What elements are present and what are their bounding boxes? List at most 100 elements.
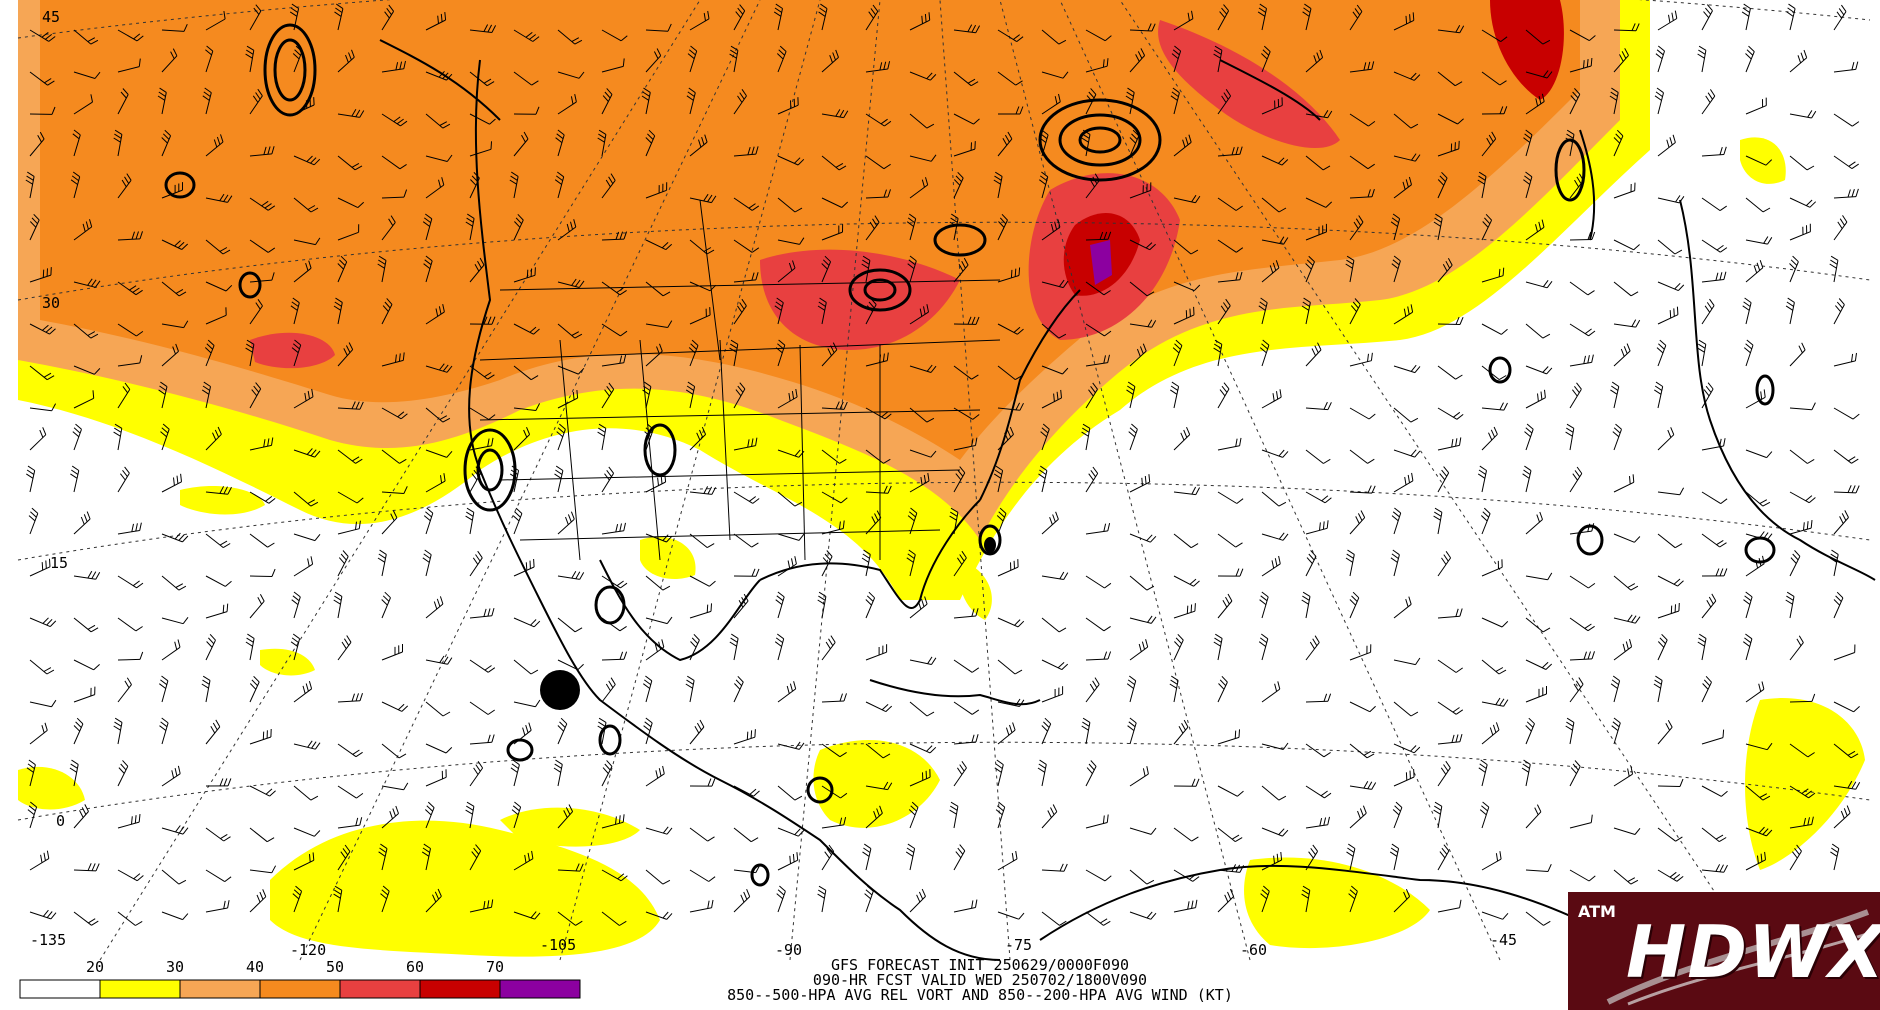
wind-barb: [337, 231, 359, 241]
wind-barb-flag: [1394, 507, 1402, 514]
wind-barb-flag: [378, 851, 386, 857]
wind-barb-flag: [1630, 585, 1639, 591]
wind-barb-flag: [514, 511, 521, 518]
wind-barb-flag: [334, 885, 343, 891]
wind-barb-flag: [1611, 381, 1620, 387]
wind-barb-flag: [382, 595, 390, 602]
wind-barb-flag: [1324, 792, 1332, 799]
wind-barb-flag: [707, 900, 710, 909]
wind-barb-flag: [359, 401, 364, 410]
wind-barb-flag: [827, 348, 832, 356]
wind-barb-flag: [1367, 781, 1373, 790]
wind-barb-flag: [931, 657, 937, 665]
wind-barb-flag: [1804, 790, 1812, 797]
wind-barb-flag: [1706, 599, 1712, 608]
wind-barb-flag: [126, 173, 132, 181]
wind-barb-flag: [227, 195, 233, 203]
wind-barb-flag: [1851, 458, 1859, 464]
wind-barb-flag: [473, 847, 480, 855]
wind-barb-flag: [1149, 243, 1156, 251]
wind-barb-flag: [750, 730, 753, 739]
wind-barb-flag: [574, 627, 583, 633]
wind-barb-flag: [1053, 393, 1055, 402]
wind-barb-flag: [880, 118, 888, 125]
wind-barb-flag: [1357, 810, 1361, 819]
wind-barb-flag: [1634, 827, 1641, 835]
wind-barb-flag: [82, 223, 86, 232]
wind-barb-flag: [1011, 852, 1014, 861]
wind-barb: [689, 281, 711, 292]
wind-barb-flag: [1477, 179, 1485, 185]
wind-barb-flag: [739, 382, 746, 390]
wind-barb-flag: [1613, 427, 1621, 434]
wind-barb-flag: [1521, 767, 1530, 773]
wind-barb-flag: [1410, 745, 1417, 752]
wind-barb-flag: [1848, 456, 1856, 462]
wind-barb-flag: [950, 801, 959, 807]
wind-barb-flag: [1009, 724, 1013, 733]
wind-barb: [1129, 281, 1148, 297]
wind-barb-flag: [1171, 675, 1179, 681]
wind-barb-flag: [1259, 301, 1267, 307]
wind-barb-flag: [1838, 8, 1845, 16]
wind-barb-flag: [443, 656, 449, 664]
wind-barb: [1305, 449, 1324, 464]
wind-barb-flag: [971, 734, 975, 743]
wind-barb-flag: [28, 759, 36, 766]
wind-barb-flag: [314, 830, 321, 837]
wind-barb-flag: [1723, 271, 1727, 280]
wind-barb-flag: [1801, 342, 1806, 351]
wind-barb-flag: [1674, 543, 1683, 549]
wind-barb-flag: [1723, 438, 1726, 447]
wind-barb: [117, 362, 140, 367]
wind-barb-flag: [1367, 485, 1372, 494]
wind-barb-flag: [820, 3, 828, 10]
wind-barb-flag: [691, 339, 699, 346]
wind-barb-flag: [1019, 106, 1024, 115]
wind-barb-flag: [1715, 834, 1724, 840]
wind-barb-flag: [1323, 458, 1331, 464]
wind-barb-flag: [998, 801, 1006, 808]
wind-barb-flag: [555, 469, 563, 475]
wind-barb: [1613, 239, 1634, 251]
wind-barb-flag: [1192, 876, 1200, 882]
wind-barb-flag: [741, 298, 747, 307]
wind-barb-flag: [1805, 199, 1813, 206]
wind-barb-flag: [27, 763, 35, 770]
wind-barb-flag: [1526, 423, 1534, 430]
wind-barb-flag: [487, 316, 492, 325]
wind-barb-flag: [701, 426, 707, 435]
wind-barb-flag: [662, 585, 671, 591]
wind-barb-flag: [1225, 298, 1231, 306]
wind-barb-flag: [1831, 847, 1839, 853]
wind-barb-flag: [491, 25, 497, 33]
wind-barb-flag: [1223, 92, 1229, 100]
wind-barb-flag: [472, 557, 479, 565]
wind-barb-flag: [970, 81, 979, 87]
wind-barb-flag: [1501, 621, 1509, 628]
wind-barb-flag: [1588, 330, 1596, 337]
wind-barb: [381, 785, 404, 791]
legend-tick-70: 70: [486, 958, 504, 976]
wind-barb-flag: [1278, 157, 1285, 164]
wind-barb-flag: [839, 458, 847, 464]
wind-barb-flag: [1353, 221, 1359, 229]
wind-barb-flag: [1854, 352, 1857, 361]
wind-barb-flag: [1050, 223, 1054, 232]
wind-barb-flag: [868, 11, 874, 19]
wind-barb-flag: [121, 179, 127, 188]
wind-barb-flag: [1063, 572, 1069, 580]
wind-barb-flag: [1502, 267, 1505, 276]
wind-barb-flag: [579, 863, 584, 872]
wind-barb-flag: [426, 805, 434, 812]
wind-barb-flag: [87, 331, 96, 336]
wind-barb-flag: [696, 722, 702, 731]
wind-barb-flag: [666, 535, 673, 543]
wind-barb-flag: [160, 381, 168, 388]
wind-barb-flag: [1175, 637, 1182, 645]
wind-barb-flag: [1390, 557, 1398, 563]
wind-barb-flag: [711, 195, 717, 203]
wind-barb-flag: [1654, 389, 1662, 395]
lon-label-135: -135: [30, 931, 66, 949]
wind-barb-flag: [384, 591, 391, 599]
